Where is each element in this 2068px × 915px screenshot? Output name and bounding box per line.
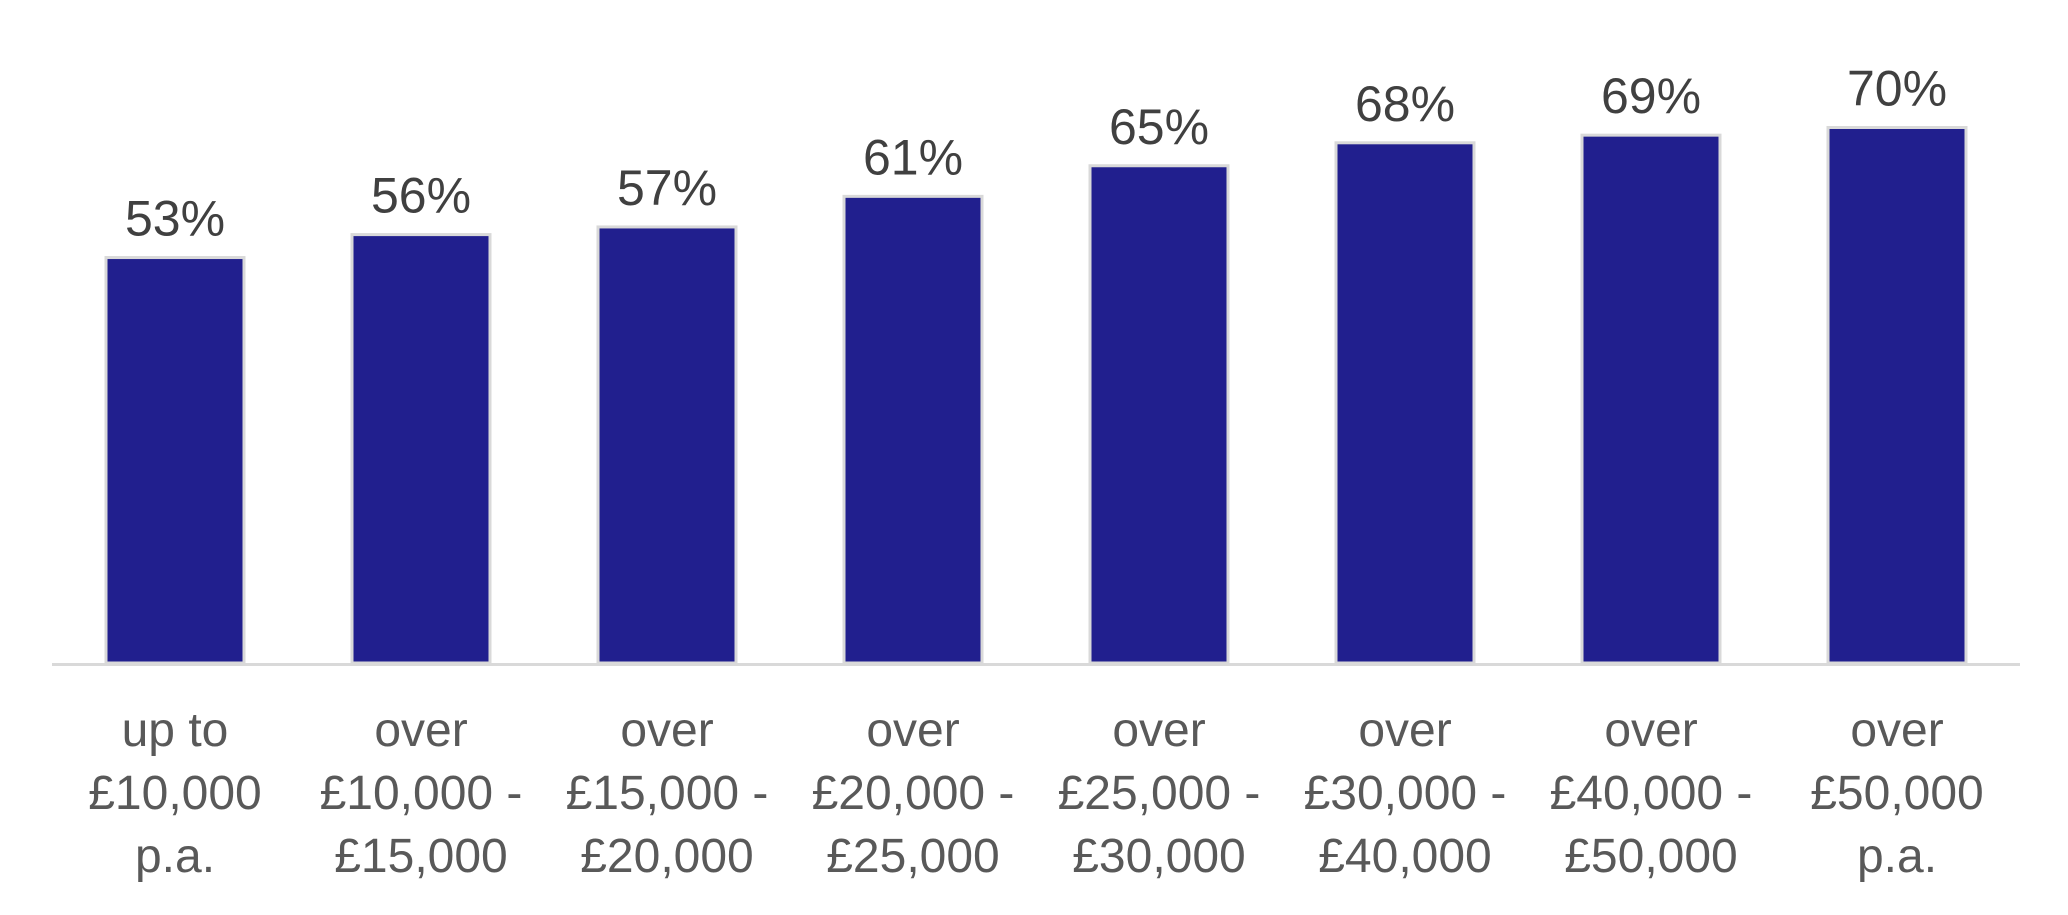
category-label: over £30,000 - £40,000: [1304, 704, 1507, 883]
bar: [596, 225, 738, 665]
category-label-line: over: [1358, 704, 1451, 757]
category-label-line: £50,000: [1810, 767, 1984, 820]
bar: [1826, 126, 1968, 665]
category-label: over £15,000 - £20,000: [566, 704, 769, 883]
data-label: 56%: [371, 168, 471, 224]
data-label: 61%: [863, 129, 963, 185]
category-label-line: up to: [122, 704, 229, 757]
category-label-line: £30,000: [1072, 830, 1246, 883]
bar: [1334, 141, 1476, 665]
category-label: over £40,000 - £50,000: [1550, 704, 1753, 883]
category-label-line: £15,000 -: [566, 767, 769, 820]
category-label-line: p.a.: [135, 830, 215, 883]
category-label: over £50,000 p.a.: [1810, 704, 1984, 883]
category-label-line: £40,000: [1318, 830, 1492, 883]
bar: [104, 256, 246, 665]
data-label: 68%: [1355, 76, 1455, 132]
data-labels-layer: 53% 56% 57% 61% 65% 68% 69% 70%: [125, 61, 1947, 247]
category-label-line: £10,000: [88, 767, 262, 820]
category-label-line: over: [620, 704, 713, 757]
category-label-line: £10,000 -: [320, 767, 523, 820]
bars-layer: [104, 126, 1968, 665]
category-label-line: £20,000: [580, 830, 754, 883]
category-label-line: over: [1604, 704, 1697, 757]
category-label: over £20,000 - £25,000: [812, 704, 1015, 883]
category-label-line: p.a.: [1857, 830, 1937, 883]
bar: [1088, 164, 1230, 665]
data-label: 65%: [1109, 99, 1209, 155]
category-label: over £25,000 - £30,000: [1058, 704, 1261, 883]
category-label-line: £20,000 -: [812, 767, 1015, 820]
bar: [842, 194, 984, 665]
bar: [350, 233, 492, 665]
bar: [1580, 133, 1722, 665]
data-label: 53%: [125, 191, 225, 247]
data-label: 70%: [1847, 61, 1947, 117]
category-label-line: over: [1112, 704, 1205, 757]
category-label-line: £15,000: [334, 830, 508, 883]
category-label-line: £40,000 -: [1550, 767, 1753, 820]
category-label-line: £25,000 -: [1058, 767, 1261, 820]
data-label: 69%: [1601, 68, 1701, 124]
category-label: up to £10,000 p.a.: [88, 704, 262, 883]
category-label-line: £50,000: [1564, 830, 1738, 883]
category-label-line: £25,000: [826, 830, 1000, 883]
category-label: over £10,000 - £15,000: [320, 704, 523, 883]
category-label-line: over: [374, 704, 467, 757]
category-label-line: over: [1850, 704, 1943, 757]
category-label-line: over: [866, 704, 959, 757]
data-label: 57%: [617, 160, 717, 216]
category-label-line: £30,000 -: [1304, 767, 1507, 820]
